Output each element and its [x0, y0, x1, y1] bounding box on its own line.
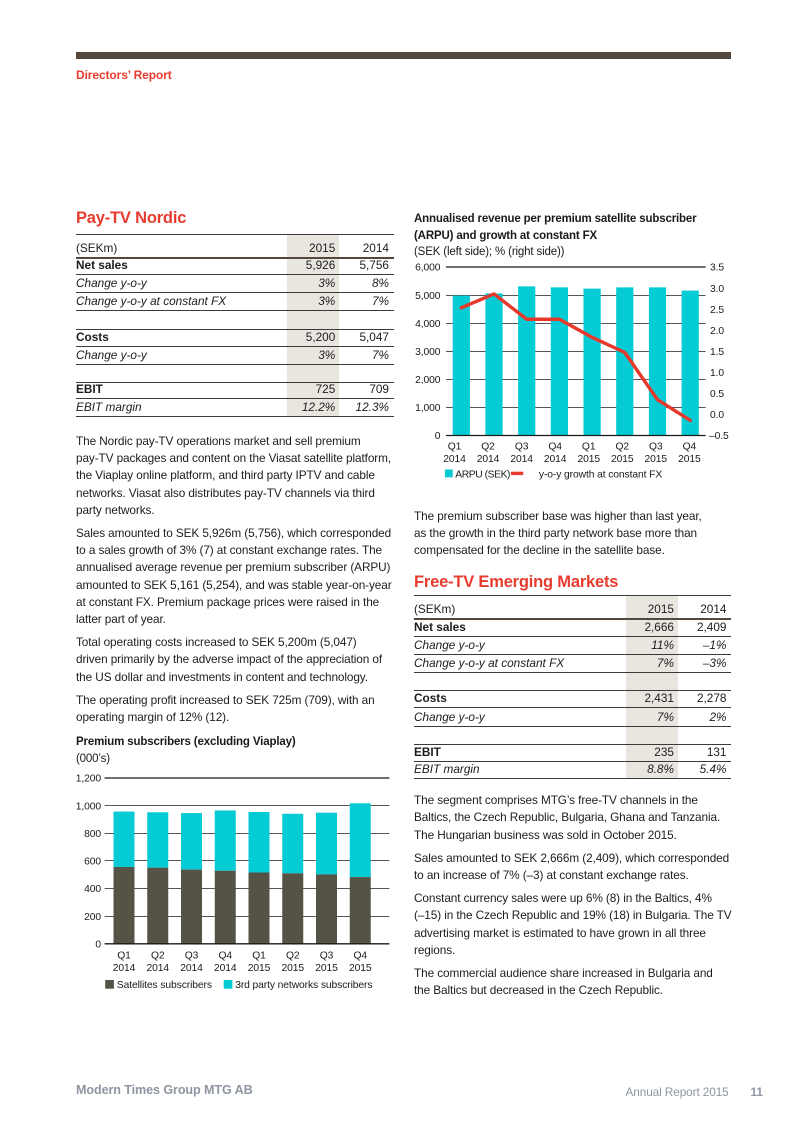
svg-text:Q1: Q1 — [252, 950, 266, 961]
svg-text:Q3: Q3 — [649, 441, 663, 452]
svg-text:600: 600 — [84, 857, 101, 868]
svg-text:2014: 2014 — [477, 454, 500, 465]
svg-text:2015: 2015 — [281, 963, 304, 974]
svg-text:ARPU (SEK): ARPU (SEK) — [455, 469, 510, 480]
svg-text:2014: 2014 — [544, 454, 567, 465]
svg-text:2.0: 2.0 — [710, 326, 724, 337]
svg-text:2014: 2014 — [214, 963, 237, 974]
svg-text:y-o-y growth at constant FX: y-o-y growth at constant FX — [539, 469, 662, 480]
svg-text:2,000: 2,000 — [415, 375, 441, 386]
svg-text:Q2: Q2 — [615, 441, 629, 452]
svg-text:800: 800 — [84, 829, 101, 840]
svg-text:Q4: Q4 — [683, 441, 697, 452]
svg-text:Q1: Q1 — [448, 441, 462, 452]
svg-text:5,000: 5,000 — [415, 291, 441, 302]
svg-text:Q3: Q3 — [515, 441, 529, 452]
svg-text:1,200: 1,200 — [76, 774, 102, 785]
svg-text:0.5: 0.5 — [710, 389, 724, 400]
svg-text:3,000: 3,000 — [415, 347, 441, 358]
svg-text:Q4: Q4 — [218, 950, 232, 961]
svg-text:0.0: 0.0 — [710, 410, 724, 421]
svg-text:Satellites subscribers: Satellites subscribers — [117, 980, 212, 991]
svg-text:400: 400 — [84, 884, 101, 895]
svg-text:1.0: 1.0 — [710, 368, 724, 379]
svg-text:Q2: Q2 — [151, 950, 165, 961]
svg-text:2015: 2015 — [315, 963, 338, 974]
svg-text:0: 0 — [435, 431, 441, 442]
svg-text:2.5: 2.5 — [710, 305, 724, 316]
svg-text:1,000: 1,000 — [415, 403, 441, 414]
svg-text:2014: 2014 — [146, 963, 169, 974]
svg-text:1.5: 1.5 — [710, 347, 724, 358]
svg-text:200: 200 — [84, 912, 101, 923]
svg-text:2015: 2015 — [611, 454, 634, 465]
svg-text:2015: 2015 — [678, 454, 701, 465]
svg-text:2014: 2014 — [113, 963, 136, 974]
svg-text:–0.5: –0.5 — [709, 431, 729, 442]
svg-text:6,000: 6,000 — [415, 263, 441, 274]
svg-text:2014: 2014 — [180, 963, 203, 974]
svg-text:2015: 2015 — [645, 454, 668, 465]
svg-text:1,000: 1,000 — [76, 801, 102, 812]
svg-text:2014: 2014 — [443, 454, 466, 465]
svg-text:3.5: 3.5 — [710, 263, 724, 274]
svg-text:2015: 2015 — [349, 963, 372, 974]
svg-text:2015: 2015 — [577, 454, 600, 465]
svg-text:2015: 2015 — [248, 963, 271, 974]
svg-text:Q3: Q3 — [185, 950, 199, 961]
svg-text:3rd party networks subscribers: 3rd party networks subscribers — [235, 980, 372, 991]
svg-text:Q1: Q1 — [582, 441, 596, 452]
svg-text:3.0: 3.0 — [710, 284, 724, 295]
svg-text:2014: 2014 — [510, 454, 533, 465]
svg-text:Q4: Q4 — [548, 441, 562, 452]
svg-text:Q1: Q1 — [117, 950, 131, 961]
svg-text:Q2: Q2 — [286, 950, 300, 961]
svg-text:4,000: 4,000 — [415, 319, 441, 330]
svg-text:Q4: Q4 — [353, 950, 367, 961]
svg-text:Q3: Q3 — [320, 950, 334, 961]
svg-text:Q2: Q2 — [481, 441, 495, 452]
svg-text:0: 0 — [95, 940, 101, 951]
